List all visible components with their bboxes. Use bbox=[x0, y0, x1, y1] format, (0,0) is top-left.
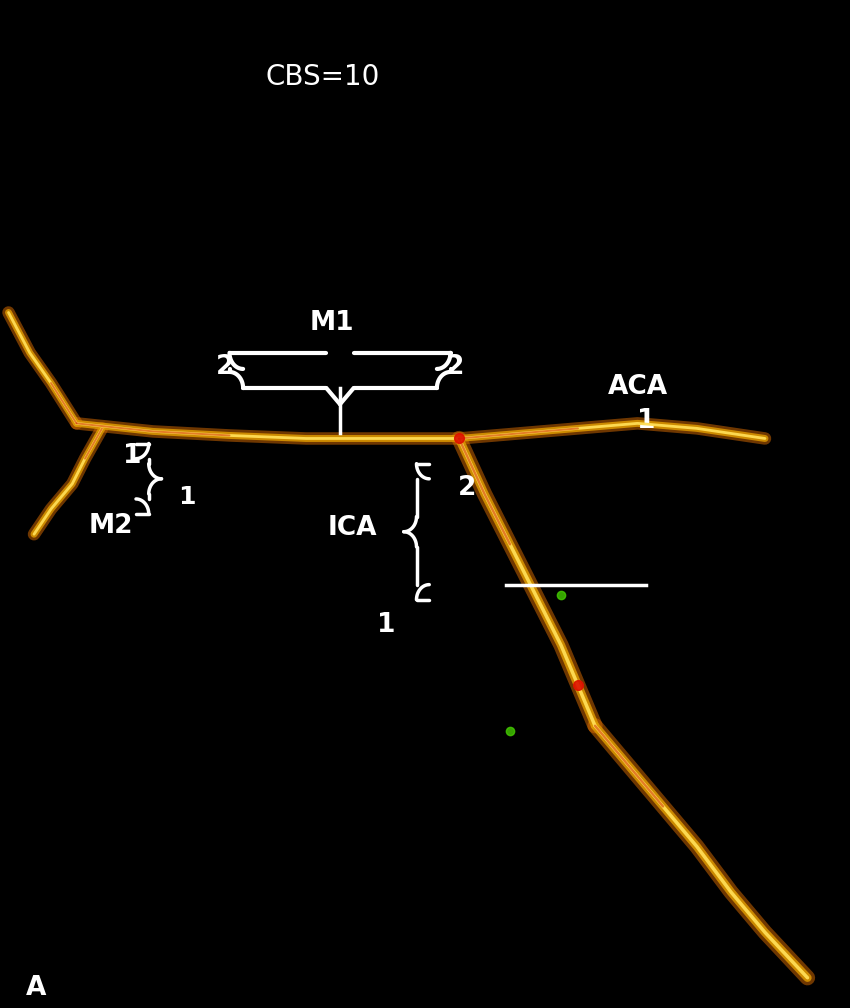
Text: 1: 1 bbox=[637, 408, 655, 434]
Text: ACA: ACA bbox=[608, 374, 667, 400]
Text: 1: 1 bbox=[377, 612, 396, 638]
Text: CBS=10: CBS=10 bbox=[266, 62, 380, 91]
Text: M2: M2 bbox=[88, 513, 133, 539]
Text: M1: M1 bbox=[309, 309, 354, 336]
Text: 2: 2 bbox=[445, 354, 464, 380]
Text: A: A bbox=[26, 975, 46, 1001]
Text: 1: 1 bbox=[178, 485, 196, 509]
Text: 2: 2 bbox=[216, 354, 235, 380]
Text: 1: 1 bbox=[122, 443, 141, 469]
Text: ICA: ICA bbox=[328, 515, 377, 541]
Text: 2: 2 bbox=[458, 475, 477, 501]
